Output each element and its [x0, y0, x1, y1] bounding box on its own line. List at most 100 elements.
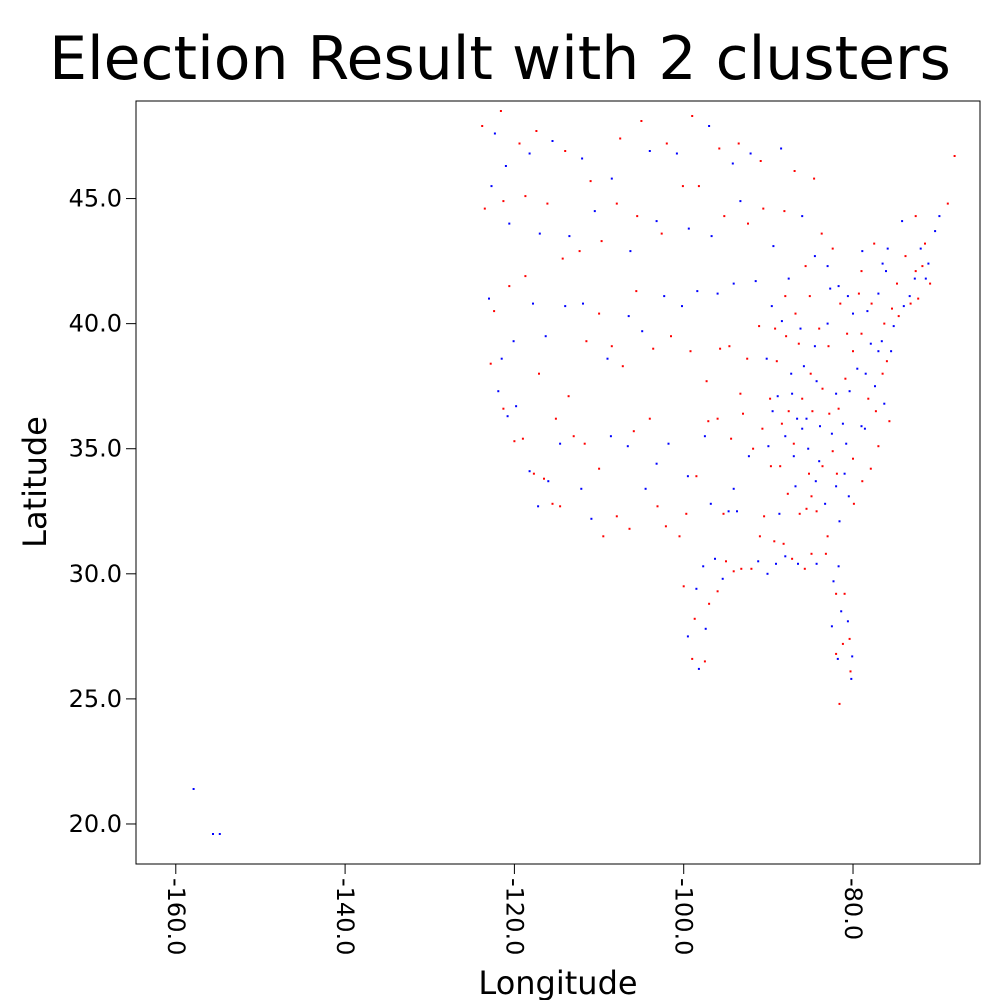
data-point: [670, 335, 672, 338]
data-point: [883, 322, 886, 325]
data-point: [821, 387, 824, 390]
data-point: [784, 555, 787, 558]
data-point: [881, 262, 884, 265]
data-point: [801, 215, 804, 218]
data-point: [780, 147, 783, 150]
data-point: [602, 535, 605, 538]
y-axis-label: Latitude: [16, 416, 54, 548]
data-point: [739, 200, 742, 203]
data-point: [675, 152, 678, 155]
data-point: [697, 667, 700, 670]
data-point: [547, 480, 550, 483]
data-point: [929, 282, 932, 285]
data-point: [813, 177, 816, 180]
data-point: [636, 215, 639, 218]
data-point: [773, 540, 776, 543]
data-point: [704, 627, 707, 630]
data-point: [716, 292, 719, 295]
data-point: [483, 207, 486, 210]
x-tick-label: -160.0: [162, 878, 190, 955]
data-point: [691, 115, 694, 117]
data-point: [615, 202, 618, 205]
data-point: [792, 442, 795, 445]
data-point: [837, 407, 840, 410]
data-point: [600, 240, 603, 243]
data-point: [892, 325, 895, 328]
data-point: [716, 417, 719, 420]
data-point: [750, 567, 753, 570]
data-point: [732, 487, 735, 490]
data-point: [914, 270, 917, 273]
data-point: [628, 527, 631, 530]
data-point: [780, 320, 783, 323]
data-point: [564, 150, 567, 152]
data-point: [532, 472, 535, 475]
data-point: [794, 485, 797, 488]
data-point: [708, 125, 711, 127]
data-point: [919, 247, 922, 250]
data-point: [797, 562, 799, 565]
data-point: [869, 342, 872, 345]
data-point: [635, 290, 638, 293]
data-point: [537, 505, 540, 508]
data-point: [686, 475, 689, 478]
data-point: [832, 580, 835, 583]
data-point: [546, 202, 549, 205]
data-point: [808, 295, 811, 298]
data-point: [754, 280, 757, 283]
data-point: [847, 495, 850, 498]
data-point: [727, 510, 730, 513]
data-point: [538, 372, 540, 375]
data-point: [877, 445, 880, 448]
data-point: [828, 412, 831, 415]
data-point: [774, 327, 777, 330]
data-point: [851, 655, 854, 658]
data-point: [857, 292, 860, 295]
data-point: [798, 512, 801, 515]
data-point: [787, 277, 790, 280]
data-point: [513, 440, 516, 443]
data-point: [709, 502, 712, 505]
data-point: [499, 110, 502, 112]
data-point: [689, 350, 692, 353]
data-point: [794, 312, 797, 315]
data-point: [489, 362, 492, 365]
data-point: [841, 422, 844, 425]
data-point: [784, 435, 787, 438]
data-point: [844, 377, 847, 380]
data-point: [685, 512, 688, 515]
data-point: [561, 257, 564, 260]
data-point: [835, 485, 838, 488]
data-point: [904, 255, 907, 258]
data-point: [702, 565, 705, 568]
data-point: [551, 502, 554, 505]
data-point: [504, 165, 507, 167]
data-point: [528, 470, 531, 473]
data-point: [786, 492, 789, 495]
data-point: [845, 442, 848, 445]
data-point: [736, 510, 738, 513]
x-axis: -160.0 -140.0 -120.0 -100.0 -80.0: [162, 864, 867, 955]
data-point: [811, 410, 814, 413]
data-point: [824, 552, 827, 555]
data-point: [835, 392, 838, 395]
data-point: [869, 467, 872, 470]
data-point: [500, 357, 503, 360]
data-point: [521, 437, 524, 440]
data-point: [852, 502, 855, 505]
data-point: [815, 510, 818, 513]
data-point: [769, 465, 772, 468]
data-point: [799, 327, 802, 330]
data-point: [791, 392, 794, 395]
data-point: [890, 350, 893, 353]
data-point: [663, 295, 666, 298]
data-point: [826, 535, 829, 538]
data-point: [691, 657, 694, 660]
data-point: [766, 572, 769, 575]
data-point: [848, 390, 851, 393]
data-point: [813, 255, 816, 258]
x-tick-label: -100.0: [670, 878, 698, 955]
data-point: [716, 590, 719, 593]
data-point: [730, 437, 733, 440]
